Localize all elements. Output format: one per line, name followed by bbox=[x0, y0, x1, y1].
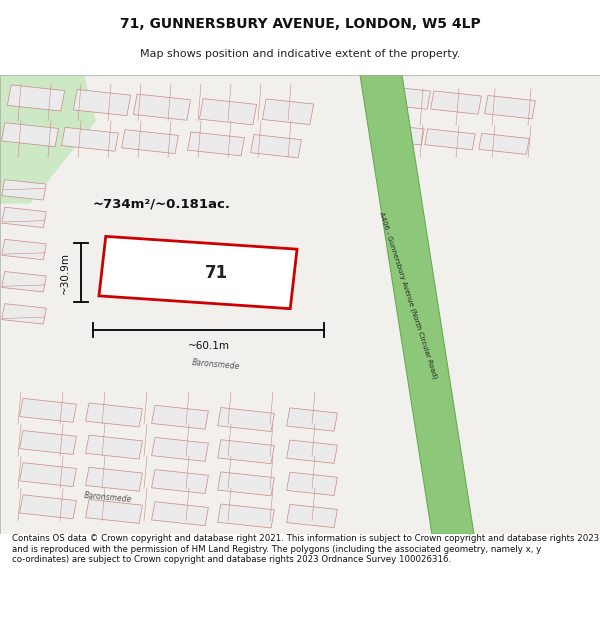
Text: Baronsmede: Baronsmede bbox=[191, 358, 241, 371]
Polygon shape bbox=[152, 438, 208, 461]
Polygon shape bbox=[133, 94, 191, 120]
Polygon shape bbox=[218, 472, 274, 496]
Text: Map shows position and indicative extent of the property.: Map shows position and indicative extent… bbox=[140, 49, 460, 59]
Polygon shape bbox=[0, 75, 96, 204]
Polygon shape bbox=[20, 462, 76, 487]
Polygon shape bbox=[479, 133, 529, 154]
Polygon shape bbox=[122, 129, 178, 154]
Polygon shape bbox=[152, 405, 208, 429]
Text: Baronsmede: Baronsmede bbox=[83, 491, 133, 504]
Polygon shape bbox=[7, 85, 65, 111]
Polygon shape bbox=[431, 91, 481, 114]
Polygon shape bbox=[2, 239, 46, 260]
Polygon shape bbox=[380, 124, 424, 145]
Polygon shape bbox=[99, 236, 297, 309]
Polygon shape bbox=[86, 435, 142, 459]
Polygon shape bbox=[2, 271, 46, 292]
Polygon shape bbox=[218, 504, 274, 528]
Polygon shape bbox=[152, 502, 208, 526]
Polygon shape bbox=[287, 504, 337, 528]
Polygon shape bbox=[199, 99, 257, 125]
Polygon shape bbox=[218, 440, 274, 464]
Text: A406 - Gunnersbury Avenue (North Circular Road): A406 - Gunnersbury Avenue (North Circula… bbox=[378, 211, 438, 380]
Polygon shape bbox=[86, 403, 142, 427]
Text: Contains OS data © Crown copyright and database right 2021. This information is : Contains OS data © Crown copyright and d… bbox=[12, 534, 599, 564]
Polygon shape bbox=[485, 96, 535, 119]
Polygon shape bbox=[287, 472, 337, 496]
Text: 71: 71 bbox=[205, 264, 227, 281]
Text: ~734m²/~0.181ac.: ~734m²/~0.181ac. bbox=[93, 197, 231, 210]
Text: ~60.1m: ~60.1m bbox=[187, 341, 229, 351]
Polygon shape bbox=[20, 495, 76, 519]
Polygon shape bbox=[287, 440, 337, 463]
Polygon shape bbox=[262, 99, 314, 124]
Polygon shape bbox=[218, 408, 274, 431]
Polygon shape bbox=[360, 75, 474, 534]
Polygon shape bbox=[425, 129, 475, 150]
Polygon shape bbox=[62, 127, 118, 151]
Polygon shape bbox=[86, 468, 142, 491]
Polygon shape bbox=[2, 122, 58, 147]
Polygon shape bbox=[20, 398, 76, 422]
Polygon shape bbox=[152, 469, 208, 494]
Polygon shape bbox=[2, 304, 46, 324]
Polygon shape bbox=[2, 179, 46, 200]
Polygon shape bbox=[86, 499, 142, 523]
Polygon shape bbox=[2, 208, 46, 227]
Polygon shape bbox=[386, 87, 430, 109]
Text: ~30.9m: ~30.9m bbox=[60, 251, 70, 294]
Polygon shape bbox=[188, 132, 244, 156]
Polygon shape bbox=[20, 431, 76, 454]
Polygon shape bbox=[251, 134, 301, 158]
Polygon shape bbox=[287, 408, 337, 431]
Polygon shape bbox=[73, 89, 131, 116]
Text: 71, GUNNERSBURY AVENUE, LONDON, W5 4LP: 71, GUNNERSBURY AVENUE, LONDON, W5 4LP bbox=[119, 17, 481, 31]
